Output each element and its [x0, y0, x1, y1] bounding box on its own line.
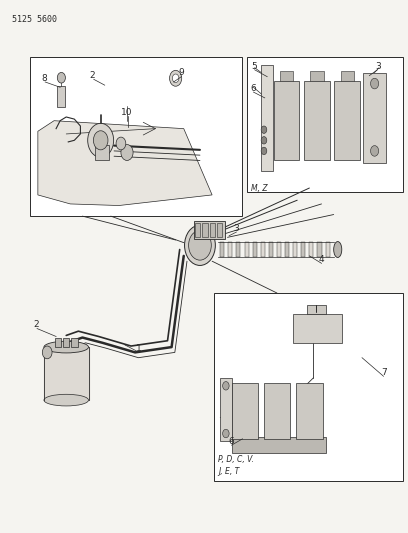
Text: 5: 5 — [252, 62, 257, 70]
Bar — [363, 73, 386, 163]
Polygon shape — [244, 242, 248, 257]
Polygon shape — [269, 242, 273, 257]
Circle shape — [88, 123, 114, 157]
Text: 3: 3 — [233, 224, 239, 233]
Polygon shape — [301, 242, 305, 257]
Bar — [63, 337, 69, 347]
Bar — [280, 71, 293, 81]
Bar — [296, 383, 323, 439]
Ellipse shape — [334, 241, 342, 257]
Ellipse shape — [44, 341, 89, 353]
Text: 2: 2 — [33, 320, 39, 329]
Text: 6: 6 — [251, 84, 256, 93]
Polygon shape — [317, 242, 322, 257]
Bar — [30, 57, 242, 216]
Circle shape — [223, 429, 229, 438]
Bar — [274, 81, 299, 160]
Bar — [293, 314, 342, 343]
Bar — [264, 383, 290, 439]
Bar — [335, 81, 360, 160]
Circle shape — [116, 137, 126, 150]
Circle shape — [370, 78, 379, 89]
Text: 7: 7 — [381, 368, 387, 377]
Bar — [57, 86, 65, 108]
Text: 5125 5600: 5125 5600 — [11, 14, 57, 23]
Polygon shape — [285, 242, 289, 257]
Circle shape — [93, 131, 108, 150]
Polygon shape — [277, 242, 281, 257]
Circle shape — [57, 72, 65, 83]
Bar — [217, 223, 222, 237]
Text: 3: 3 — [375, 62, 381, 70]
Circle shape — [370, 146, 379, 156]
Circle shape — [184, 225, 215, 265]
Polygon shape — [38, 120, 212, 206]
Bar — [341, 71, 354, 81]
Bar — [307, 305, 326, 314]
Circle shape — [223, 382, 229, 390]
Circle shape — [121, 144, 133, 160]
Bar — [55, 337, 61, 347]
Bar — [246, 57, 403, 192]
Bar — [232, 437, 326, 453]
Bar — [232, 383, 258, 439]
Text: 9: 9 — [179, 68, 184, 77]
Text: 4: 4 — [319, 255, 324, 264]
Polygon shape — [236, 242, 240, 257]
Polygon shape — [220, 242, 224, 257]
Circle shape — [188, 230, 211, 260]
Bar — [195, 223, 200, 237]
Polygon shape — [309, 242, 313, 257]
Circle shape — [170, 70, 182, 86]
Bar — [220, 378, 232, 441]
Polygon shape — [261, 242, 265, 257]
Polygon shape — [253, 242, 257, 257]
Polygon shape — [326, 242, 330, 257]
Polygon shape — [44, 347, 89, 400]
Polygon shape — [293, 242, 297, 257]
Bar — [210, 223, 215, 237]
Circle shape — [42, 346, 52, 359]
Text: 6: 6 — [228, 437, 235, 446]
Circle shape — [173, 74, 179, 83]
Text: 10: 10 — [121, 108, 133, 117]
Bar — [310, 71, 324, 81]
Text: 2: 2 — [90, 71, 95, 80]
Circle shape — [261, 136, 267, 144]
Bar — [304, 81, 330, 160]
Ellipse shape — [44, 394, 89, 406]
Bar — [214, 293, 403, 481]
Text: 1: 1 — [136, 344, 142, 353]
Text: 8: 8 — [41, 74, 47, 83]
Bar — [95, 144, 109, 160]
Text: P, D, C, V.
J, E, T: P, D, C, V. J, E, T — [218, 455, 254, 476]
Circle shape — [261, 147, 267, 155]
Text: M, Z: M, Z — [251, 184, 267, 193]
Bar — [194, 221, 225, 239]
Bar — [261, 65, 273, 171]
Bar — [71, 337, 78, 347]
Circle shape — [261, 126, 267, 133]
Polygon shape — [228, 242, 233, 257]
Bar — [202, 223, 208, 237]
